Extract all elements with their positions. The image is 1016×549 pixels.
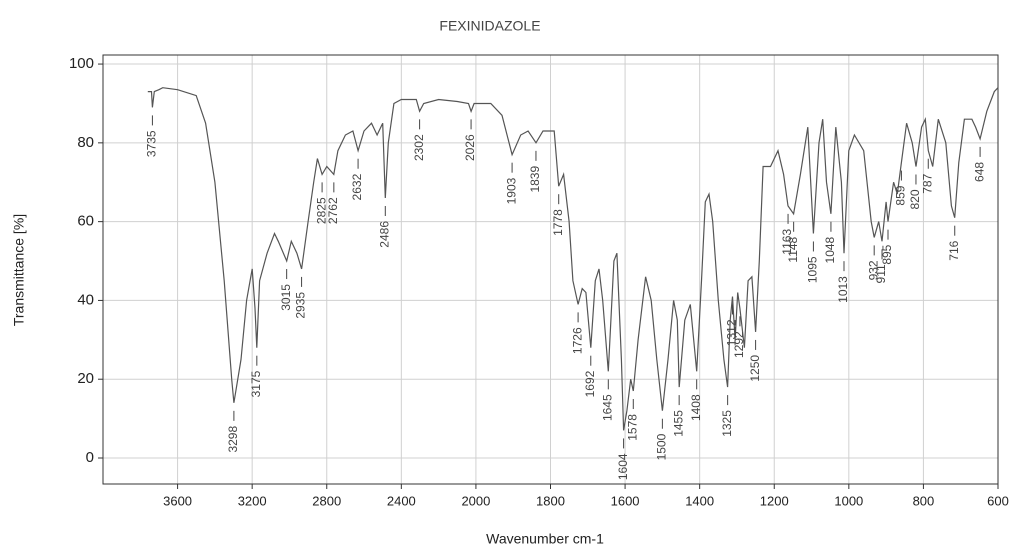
peak-label: 1095: [806, 256, 820, 283]
peak-label: 1778: [551, 209, 565, 236]
y-tick-label: 100: [69, 55, 94, 72]
y-tick-label: 20: [77, 370, 94, 387]
peak-label: 932: [866, 260, 880, 280]
x-tick-label: 1000: [834, 493, 863, 508]
peak-label: 1013: [836, 276, 850, 303]
x-tick-label: 1200: [760, 493, 789, 508]
peak-label: 1578: [625, 414, 639, 441]
y-tick-label: 80: [77, 134, 94, 151]
peak-label: 1455: [671, 410, 685, 437]
peak-label: 1250: [748, 355, 762, 382]
y-tick-label: 0: [86, 449, 94, 466]
peak-label: 1408: [689, 394, 703, 421]
x-tick-label: 2800: [312, 493, 341, 508]
spectrum-line: [147, 87, 999, 431]
peak-label: 2302: [412, 134, 426, 161]
y-tick-label: 60: [77, 213, 94, 230]
peak-label: 1312: [725, 319, 739, 346]
x-tick-label: 3600: [163, 493, 192, 508]
peak-label: 1048: [823, 236, 837, 263]
peak-label: 2486: [377, 221, 391, 248]
peak-label: 1500: [655, 433, 669, 460]
peak-label: 859: [894, 185, 908, 205]
peak-label: 3298: [226, 426, 240, 453]
peak-label: 820: [908, 189, 922, 209]
peak-label: 1163: [780, 229, 794, 255]
peak-label: 1839: [528, 166, 542, 193]
peak-label: 787: [920, 173, 934, 193]
peak-label: 1726: [570, 327, 584, 354]
plot-frame: [102, 54, 999, 485]
peak-label: 1645: [600, 394, 614, 421]
peak-label: 2762: [326, 197, 340, 224]
x-tick-label: 1600: [611, 493, 640, 508]
x-axis-label: Wavenumber cm-1: [486, 531, 604, 547]
peak-label: 2026: [463, 134, 477, 161]
peak-label: 3015: [279, 284, 293, 311]
peak-label: 911: [874, 264, 888, 283]
x-tick-label: 600: [987, 493, 1009, 508]
x-tick-label: 800: [913, 493, 935, 508]
peak-label: 2632: [350, 173, 364, 200]
y-axis-label: Transmittance [%]: [11, 214, 27, 326]
x-tick-label: 3200: [238, 493, 267, 508]
x-tick-label: 1400: [685, 493, 714, 508]
y-tick-label: 40: [77, 291, 94, 308]
peak-label: 2935: [294, 292, 308, 319]
peak-label: 1604: [616, 453, 630, 480]
peak-label: 2825: [314, 197, 328, 224]
peak-label: 3735: [145, 130, 159, 157]
peak-label: 1903: [504, 177, 518, 204]
peak-label: 895: [880, 244, 894, 264]
peak-label: 3175: [249, 370, 263, 397]
peak-label: 648: [972, 162, 986, 182]
x-tick-label: 2400: [387, 493, 416, 508]
peak-label: 1325: [720, 410, 734, 437]
peak-label: 1148: [786, 236, 800, 262]
peak-label: 1292: [732, 331, 746, 358]
x-tick-label: 2000: [461, 493, 490, 508]
x-tick-label: 1800: [536, 493, 565, 508]
peak-label: 716: [947, 240, 961, 260]
chart-title: FEXINIDAZOLE: [439, 18, 540, 34]
peak-label: 1692: [583, 370, 597, 397]
